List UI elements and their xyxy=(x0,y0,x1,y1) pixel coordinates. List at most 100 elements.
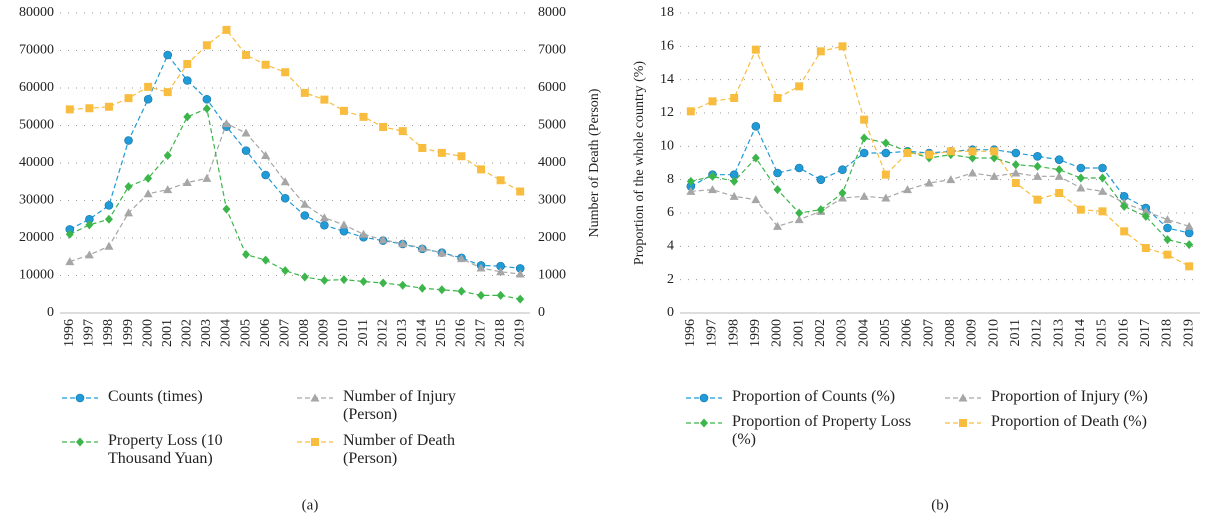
point xyxy=(795,208,804,218)
legend-entry: Proportion of Counts (%) xyxy=(686,388,912,406)
legend-icon xyxy=(62,393,98,403)
point xyxy=(457,286,466,296)
point xyxy=(1033,171,1042,180)
point xyxy=(300,272,309,282)
point xyxy=(1011,179,1020,187)
point xyxy=(300,199,310,208)
y-tick-label: 60000 xyxy=(19,80,54,95)
point xyxy=(968,168,977,177)
x-tick-label: 2016 xyxy=(454,319,469,347)
point xyxy=(1120,227,1129,236)
point xyxy=(280,193,290,203)
marker xyxy=(699,393,709,403)
legend-icon xyxy=(62,437,98,447)
point xyxy=(1076,205,1085,214)
y-tick-label: 8 xyxy=(667,172,674,187)
marker xyxy=(310,393,320,402)
point xyxy=(281,68,290,77)
point xyxy=(773,94,782,102)
point xyxy=(359,112,368,121)
y2-tick-label: 1000 xyxy=(538,268,566,283)
point xyxy=(457,152,466,161)
y2-tick-label: 2000 xyxy=(538,230,566,245)
point xyxy=(881,193,891,202)
series-line xyxy=(690,137,1190,246)
point xyxy=(242,250,251,259)
point xyxy=(85,104,94,113)
point xyxy=(1076,173,1085,183)
point xyxy=(795,82,804,91)
point xyxy=(946,175,956,184)
x-tick-label: 2013 xyxy=(395,319,410,347)
point xyxy=(124,94,133,103)
point xyxy=(1098,186,1107,195)
point xyxy=(816,175,826,184)
point xyxy=(300,211,310,220)
point xyxy=(163,88,172,97)
point xyxy=(838,165,847,174)
y-tick-label: 4 xyxy=(667,239,674,254)
legend-label: Proportion of Death (%) xyxy=(991,413,1147,430)
x-tick-label: 2008 xyxy=(297,319,312,347)
point xyxy=(379,123,388,131)
y-tick-label: 10 xyxy=(660,139,674,154)
y-tick-label: 0 xyxy=(47,305,54,320)
point xyxy=(730,94,739,102)
point xyxy=(1098,173,1107,183)
point xyxy=(104,241,114,250)
point xyxy=(924,178,934,187)
point xyxy=(143,189,153,198)
point xyxy=(124,136,133,145)
point xyxy=(437,285,446,295)
point xyxy=(1055,189,1064,197)
x-tick-label: 2006 xyxy=(258,319,273,347)
x-tick-label: 2015 xyxy=(1095,319,1110,347)
point xyxy=(378,235,388,244)
x-tick-label: 2004 xyxy=(219,319,234,347)
point xyxy=(281,266,290,276)
marker xyxy=(959,419,967,427)
point xyxy=(202,94,212,104)
y2-tick-label: 8000 xyxy=(538,5,566,20)
legend-icon xyxy=(297,438,333,446)
legend-icon xyxy=(686,418,722,428)
y2-tick-label: 0 xyxy=(538,305,545,320)
legend-entry: Counts (times) xyxy=(62,388,258,406)
point xyxy=(903,149,912,157)
point xyxy=(104,201,114,210)
point xyxy=(751,153,760,163)
point xyxy=(816,47,825,56)
x-tick-label: 2007 xyxy=(921,319,936,347)
y-tick-label: 0 xyxy=(667,305,674,320)
series-line xyxy=(690,124,1190,234)
point xyxy=(751,122,761,131)
legend-label: Property Loss (10 Thousand Yuan) xyxy=(108,432,223,467)
point xyxy=(202,173,212,182)
point xyxy=(280,177,290,186)
x-tick-label: 2001 xyxy=(160,319,175,347)
x-tick-label: 1998 xyxy=(726,319,741,347)
y2-tick-label: 4000 xyxy=(538,155,566,170)
x-tick-label: 2019 xyxy=(1181,319,1196,347)
x-tick-label: 2012 xyxy=(1030,319,1045,347)
point xyxy=(1184,221,1194,230)
series-line xyxy=(690,45,1190,267)
x-tick-label: 2013 xyxy=(1051,319,1066,347)
point xyxy=(379,278,388,288)
x-tick-label: 2011 xyxy=(356,319,371,346)
point xyxy=(398,239,408,248)
point xyxy=(968,147,977,156)
point xyxy=(708,185,717,194)
point xyxy=(65,105,74,114)
point xyxy=(242,51,251,59)
marker xyxy=(75,393,85,403)
x-tick-label: 2014 xyxy=(415,319,430,347)
point xyxy=(751,45,760,54)
point xyxy=(320,95,329,104)
point xyxy=(261,255,270,265)
x-tick-label: 2015 xyxy=(434,319,449,347)
y2-tick-label: 5000 xyxy=(538,118,566,133)
x-tick-label: 2009 xyxy=(317,319,332,347)
point xyxy=(124,208,134,217)
